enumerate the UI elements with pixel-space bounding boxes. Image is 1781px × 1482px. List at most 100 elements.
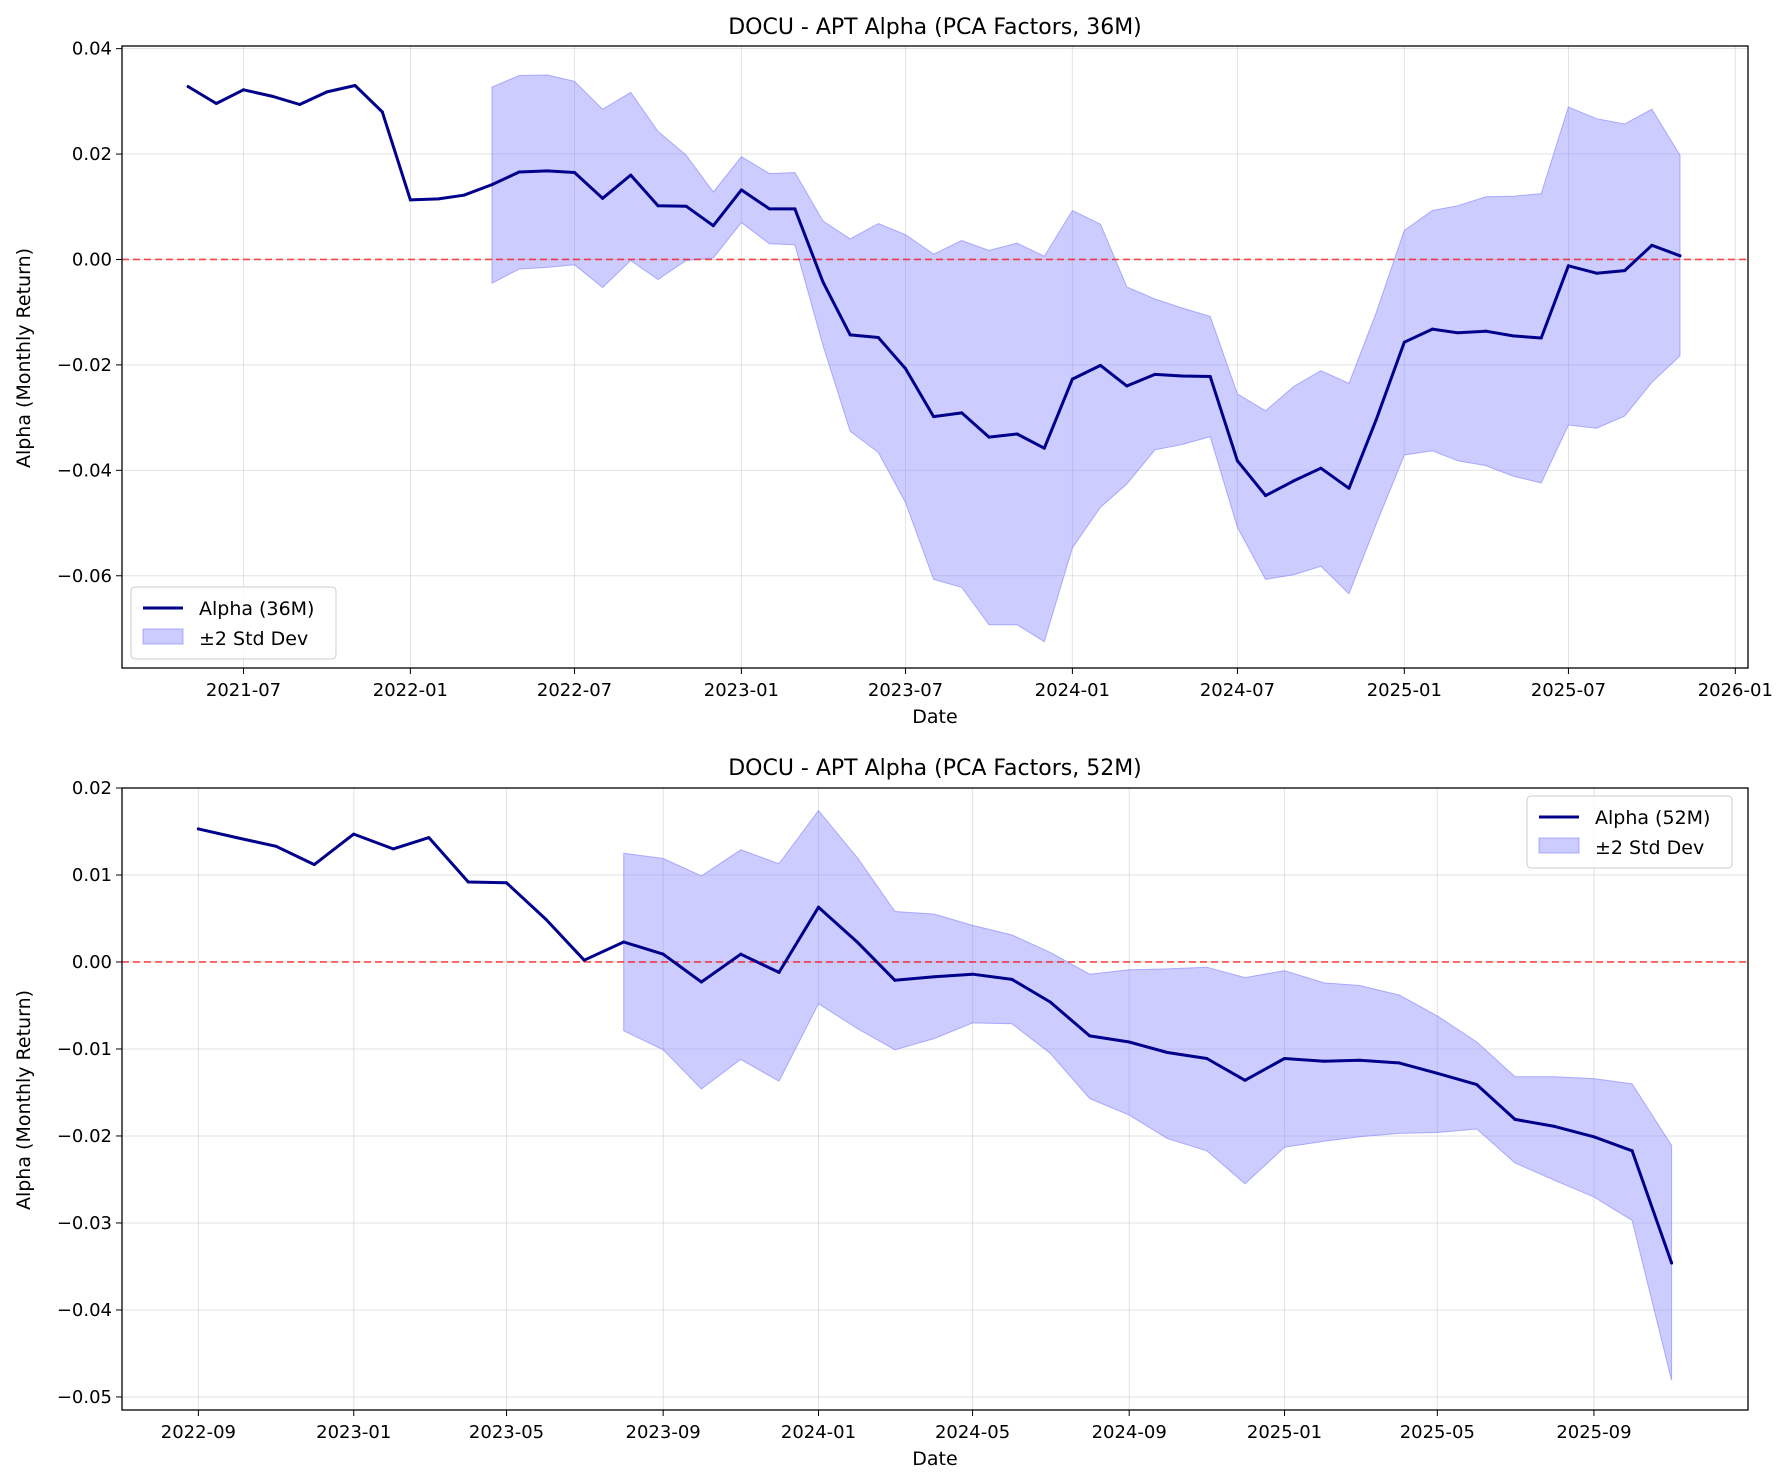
alpha-point-36m [960,411,964,415]
alpha-point-36m [1484,329,1488,333]
x-axis-label-52m: Date [912,1448,957,1470]
alpha-point-36m [490,183,494,187]
x-tick-label-36m: 2021-07 [206,680,281,701]
alpha-point-52m [971,972,975,976]
alpha-point-52m [856,941,860,945]
y-tick-label-52m: 0.00 [72,952,112,973]
alpha-point-36m [739,188,743,192]
x-tick-label-36m: 2024-07 [1200,680,1275,701]
alpha-point-52m [312,863,316,867]
std-band-area-52m [623,809,1673,1381]
alpha-point-52m [777,970,781,974]
y-ticks-36m: −0.06 −0.04 −0.02 0.00 0.02 0.04 [57,39,122,587]
x-tick-label-52m: 2024-05 [935,1422,1010,1443]
y-tick-label-36m: −0.04 [57,460,112,481]
std-band-area-36m [491,74,1681,643]
alpha-point-52m [582,958,586,962]
alpha-point-52m [352,832,356,836]
x-tick-label-36m: 2026-01 [1698,680,1773,701]
y-tick-label-52m: −0.03 [57,1213,112,1234]
plot-frame-36m [121,45,1749,669]
alpha-point-52m [1048,1000,1052,1004]
y-tick-label-52m: −0.04 [57,1300,112,1321]
alpha-point-36m [573,171,577,175]
alpha-point-36m [656,204,660,208]
x-tick-label-52m: 2022-09 [161,1422,236,1443]
alpha-point-52m [1592,1135,1596,1139]
alpha-point-52m [466,880,470,884]
alpha-point-52m [1322,1059,1326,1063]
alpha-point-52m [1165,1050,1169,1054]
alpha-point-36m [517,170,521,174]
alpha-point-36m [904,367,908,371]
y-tick-label-36m: −0.06 [57,566,112,587]
y-axis-label-36m: Alpha (Monthly Return) [13,248,35,468]
alpha-point-36m [1208,375,1212,379]
alpha-point-36m [711,224,715,228]
alpha-point-36m [1180,374,1184,378]
legend-box-52m [1526,795,1733,869]
chart-title-52m: DOCU - APT Alpha (PCA Factors, 52M) [728,756,1142,781]
alpha-point-36m [767,207,771,211]
alpha-point-36m [629,173,633,177]
x-ticks-52m: 2022-09 2023-01 2023-05 2023-09 2024-01 2024-… [161,1410,1632,1443]
alpha-point-36m [1402,340,1406,344]
y-tick-label-52m: −0.02 [57,1126,112,1147]
alpha-point-52m [816,905,820,909]
alpha-point-36m [1153,372,1157,376]
alpha-point-52m [196,827,200,831]
alpha-point-36m [1595,271,1599,275]
chart-52m: 2022-09 2023-01 2023-05 2023-09 2024-01 2024-… [13,756,1749,1470]
x-tick-label-36m: 2025-07 [1531,680,1606,701]
alpha-point-52m [1010,977,1014,981]
alpha-point-36m [601,196,605,200]
x-ticks-36m: 2021-07 2022-01 2022-07 2023-01 2023-07 2024-… [206,668,1773,701]
x-tick-label-52m: 2023-01 [316,1422,391,1443]
alpha-point-52m [274,844,278,848]
alpha-point-36m [1264,494,1268,498]
alpha-point-52m [1552,1124,1556,1128]
alpha-point-36m [545,169,549,173]
alpha-point-36m [1125,384,1129,388]
alpha-point-52m [1670,1261,1674,1265]
x-tick-label-52m: 2025-01 [1247,1422,1322,1443]
alpha-point-36m [1070,377,1074,381]
x-tick-label-36m: 2025-01 [1367,680,1442,701]
alpha-point-52m [1513,1117,1517,1121]
alpha-point-52m [505,881,509,885]
alpha-point-36m [1015,432,1019,436]
alpha-point-36m [1511,334,1515,338]
alpha-point-36m [462,193,466,197]
axes-36m [121,45,1749,669]
y-tick-label-36m: 0.04 [72,39,112,60]
std-band-36m [491,74,1681,643]
legend-label-band-36m: ±2 Std Dev [199,628,308,650]
alpha-point-36m [1456,331,1460,335]
alpha-point-36m [1650,243,1654,247]
alpha-point-36m [1430,327,1434,331]
series-36m [186,84,1682,498]
alpha-point-52m [544,917,548,921]
alpha-point-52m [739,952,743,956]
legend-label-alpha-36m: Alpha (36M) [199,598,314,620]
legend-swatch-band-52m [1538,837,1580,854]
chart-title-36m: DOCU - APT Alpha (PCA Factors, 36M) [728,15,1142,40]
x-tick-label-52m: 2024-01 [781,1422,856,1443]
alpha-point-36m [1042,446,1046,450]
alpha-point-36m [1099,363,1103,367]
alpha-point-36m [1347,486,1351,490]
alpha-point-36m [1623,269,1627,273]
x-tick-label-36m: 2023-01 [704,680,779,701]
y-ticks-52m: −0.05 −0.04 −0.03 −0.02 −0.01 0.00 0.01 0.02 [57,778,122,1408]
alpha-point-52m [427,836,431,840]
alpha-point-52m [235,836,239,840]
y-tick-label-52m: −0.05 [57,1387,112,1408]
y-tick-label-52m: −0.01 [57,1039,112,1060]
alpha-point-36m [684,204,688,208]
alpha-point-36m [1292,479,1296,483]
y-tick-label-52m: 0.01 [72,865,112,886]
alpha-point-36m [270,94,274,98]
alpha-point-36m [1539,336,1543,340]
alpha-point-52m [1358,1058,1362,1062]
alpha-point-36m [793,207,797,211]
